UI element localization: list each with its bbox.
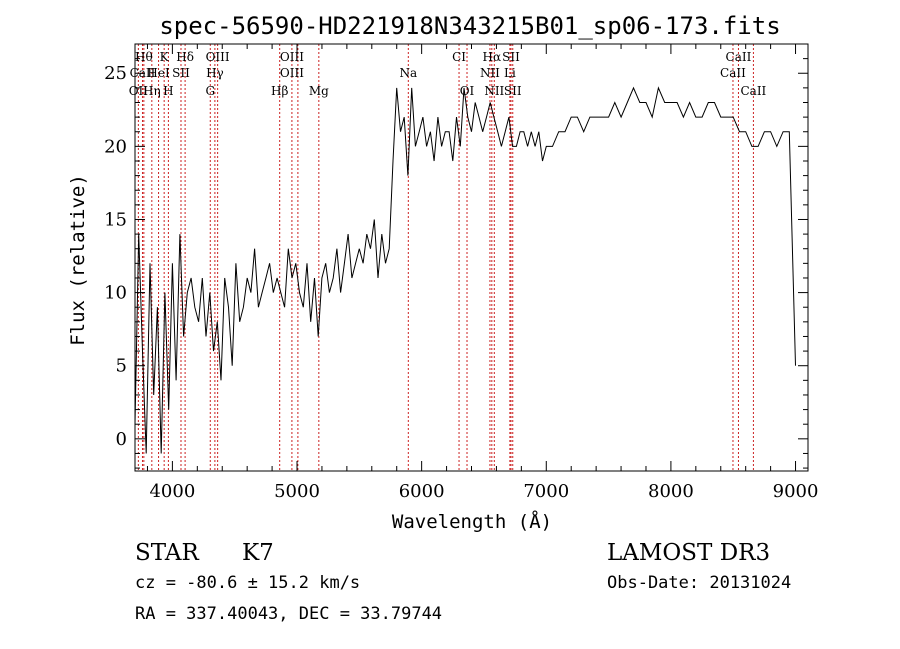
coordinates: RA = 337.40043, DEC = 33.79744 [135, 604, 442, 624]
line-label-11: SII [172, 66, 190, 80]
line-label-9: CaII [130, 66, 156, 80]
spectrum-series [134, 86, 796, 454]
line-label-7: SII [502, 50, 520, 64]
line-label-16: Li [504, 66, 516, 80]
line-label-27: CaII [740, 84, 766, 98]
x-tick-label: 8000 [648, 481, 694, 502]
x-tick-label: 7000 [523, 481, 569, 502]
line-label-3: OIII [206, 50, 230, 64]
line-label-21: G [205, 84, 215, 98]
y-tick-label: 20 [104, 136, 127, 157]
object-subclass: K7 [242, 540, 274, 566]
x-axis-label: Wavelength (Å) [392, 510, 552, 533]
y-tick-label: 0 [116, 429, 127, 450]
line-label-20: H [163, 84, 173, 98]
x-tick-label: 4000 [149, 481, 195, 502]
line-label-2: Hδ [176, 50, 194, 64]
line-label-6: Hα [483, 50, 502, 64]
line-label-12: Hγ [206, 66, 224, 80]
x-tick-label: 6000 [399, 481, 445, 502]
line-label-18: OII [129, 84, 149, 98]
line-label-25: NII [484, 84, 504, 98]
line-label-5: CI [452, 50, 466, 64]
y-axis-label: Flux (relative) [67, 174, 89, 346]
line-label-0: Hθ [135, 50, 153, 64]
line-label-19: Hη [143, 84, 161, 98]
line-label-4: OIII [280, 50, 304, 64]
spectrum-line-0 [134, 86, 796, 454]
line-label-8: CaII [726, 50, 752, 64]
line-label-15: NII [480, 66, 500, 80]
plot-frame [134, 43, 809, 472]
line-label-1: K [160, 50, 170, 64]
y-tick-label: 15 [104, 209, 127, 230]
line-label-13: OIII [280, 66, 304, 80]
line-label-14: Na [399, 66, 417, 80]
line-label-24: OI [460, 84, 475, 98]
y-axis-ticks: 0 5 10 15 20 25 [104, 58, 808, 469]
chart-title: spec-56590-HD221918N343215B01_sp06-173.f… [159, 12, 780, 40]
observation-date: Obs-Date: 20131024 [607, 573, 791, 593]
x-tick-label: 5000 [274, 481, 320, 502]
x-axis-ticks: 4000 5000 6000 7000 8000 9000 [146, 44, 819, 502]
y-tick-label: 5 [116, 356, 127, 377]
object-class: STAR [135, 540, 199, 566]
line-label-10: HeI [147, 66, 170, 80]
redshift-cz: cz = -80.6 ± 15.2 km/s [135, 573, 360, 593]
x-tick-label: 9000 [773, 481, 819, 502]
y-tick-label: 10 [104, 283, 127, 304]
y-tick-label: 25 [104, 63, 127, 84]
survey-name: LAMOST DR3 [607, 540, 770, 566]
line-label-26: SII [504, 84, 522, 98]
line-label-17: CaII [720, 66, 746, 80]
line-label-23: Mg [309, 84, 329, 98]
line-label-22: Hβ [271, 84, 288, 98]
emission-line-markers [137, 44, 754, 471]
